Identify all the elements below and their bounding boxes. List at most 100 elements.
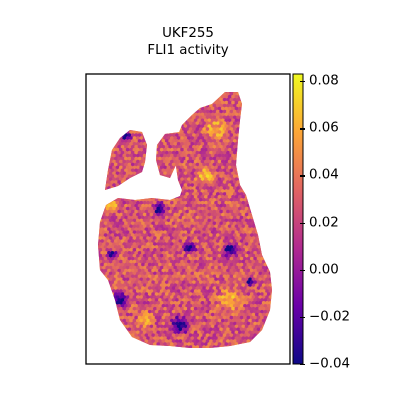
tissue-spot — [205, 162, 210, 167]
tissue-spot — [227, 253, 232, 258]
tissue-spot — [129, 106, 134, 111]
tissue-spot — [190, 130, 195, 135]
tissue-spot — [94, 239, 98, 243]
tissue-spot — [224, 259, 229, 264]
tissue-spot — [275, 154, 279, 158]
tissue-spot — [136, 200, 140, 205]
tissue-spot — [210, 106, 215, 111]
tissue-spot — [198, 139, 203, 143]
tissue-spot — [159, 153, 164, 158]
tissue-spot — [205, 345, 210, 348]
tissue-spot — [272, 325, 276, 329]
tissue-spot — [240, 86, 244, 90]
colorbar-tick-label: −0.04 — [309, 356, 351, 372]
tissue-spot — [224, 348, 228, 352]
tissue-spot — [176, 324, 181, 329]
tissue-spot — [249, 168, 254, 173]
tissue-spot — [107, 198, 111, 202]
tissue-spot — [226, 268, 230, 273]
tissue-spot — [130, 339, 135, 344]
tissue-spot — [151, 109, 156, 114]
tissue-spot — [205, 333, 210, 338]
tissue-spot — [120, 251, 125, 255]
tissue-spot — [147, 309, 152, 314]
tissue-spot — [232, 109, 237, 114]
tissue-spot — [141, 251, 145, 255]
tissue-spot — [215, 121, 220, 126]
tissue-spot — [149, 277, 154, 282]
tissue-spot — [103, 315, 108, 320]
tissue-spot — [125, 183, 130, 188]
tissue-spot — [212, 121, 217, 126]
tissue-spot — [187, 271, 191, 276]
tissue-spot — [161, 286, 166, 291]
tissue-spot — [243, 198, 247, 202]
tissue-spot — [94, 339, 98, 343]
tissue-spot — [170, 289, 174, 294]
tissue-spot — [120, 186, 125, 191]
tissue-spot — [193, 259, 198, 264]
tissue-spot — [229, 233, 234, 238]
tissue-spot — [209, 145, 213, 149]
tissue-spot — [244, 271, 249, 276]
tissue-spot — [132, 106, 137, 111]
tissue-spot — [144, 109, 149, 114]
tissue-spot — [246, 298, 251, 302]
tissue-spot — [139, 159, 144, 164]
tissue-spot — [153, 230, 157, 235]
tissue-spot — [188, 92, 193, 96]
tissue-spot — [159, 295, 164, 299]
tissue-spot — [146, 177, 151, 182]
tissue-spot — [253, 280, 258, 285]
tissue-spot — [209, 286, 213, 291]
tissue-spot — [171, 115, 176, 120]
tissue-spot — [144, 286, 149, 291]
tissue-spot — [221, 348, 225, 352]
tissue-spot — [147, 256, 152, 261]
tissue-spot — [166, 171, 171, 176]
tissue-spot — [243, 298, 247, 302]
tissue-spot — [212, 145, 217, 149]
tissue-spot — [275, 348, 279, 352]
tissue-spot — [205, 233, 210, 238]
tissue-spot — [243, 150, 247, 155]
tissue-spot — [234, 265, 239, 270]
tissue-spot — [217, 336, 222, 341]
tissue-spot — [198, 174, 203, 179]
tissue-spot — [232, 315, 237, 320]
tissue-spot — [204, 195, 208, 199]
tissue-spot — [171, 292, 176, 296]
tissue-spot — [190, 165, 195, 170]
tissue-spot — [234, 253, 239, 258]
tissue-spot — [197, 218, 202, 223]
tissue-spot — [231, 124, 236, 129]
tissue-spot — [215, 198, 220, 202]
tissue-spot — [168, 251, 173, 255]
tissue-spot — [243, 145, 247, 149]
tissue-spot — [98, 271, 103, 276]
tissue-spot — [200, 295, 205, 299]
tissue-spot — [255, 312, 259, 317]
tissue-spot — [192, 298, 196, 302]
tissue-spot — [265, 336, 269, 341]
tissue-spot — [134, 227, 139, 232]
tissue-spot — [98, 171, 103, 176]
tissue-spot — [253, 86, 257, 90]
tissue-spot — [129, 112, 134, 117]
tissue-spot — [266, 215, 271, 220]
tissue-spot — [244, 230, 249, 235]
tissue-spot — [134, 286, 139, 291]
tissue-spot — [159, 283, 164, 288]
tissue-spot — [180, 200, 185, 205]
tissue-spot — [221, 224, 225, 229]
tissue-spot — [155, 86, 159, 90]
tissue-spot — [173, 318, 178, 323]
tissue-spot — [180, 106, 185, 111]
tissue-spot — [249, 256, 254, 261]
colorbar-tick — [300, 364, 305, 366]
tissue-spot — [255, 348, 259, 352]
tissue-spot — [239, 115, 244, 120]
tissue-spot — [127, 333, 132, 338]
tissue-spot — [209, 304, 213, 308]
tissue-spot — [219, 145, 224, 149]
